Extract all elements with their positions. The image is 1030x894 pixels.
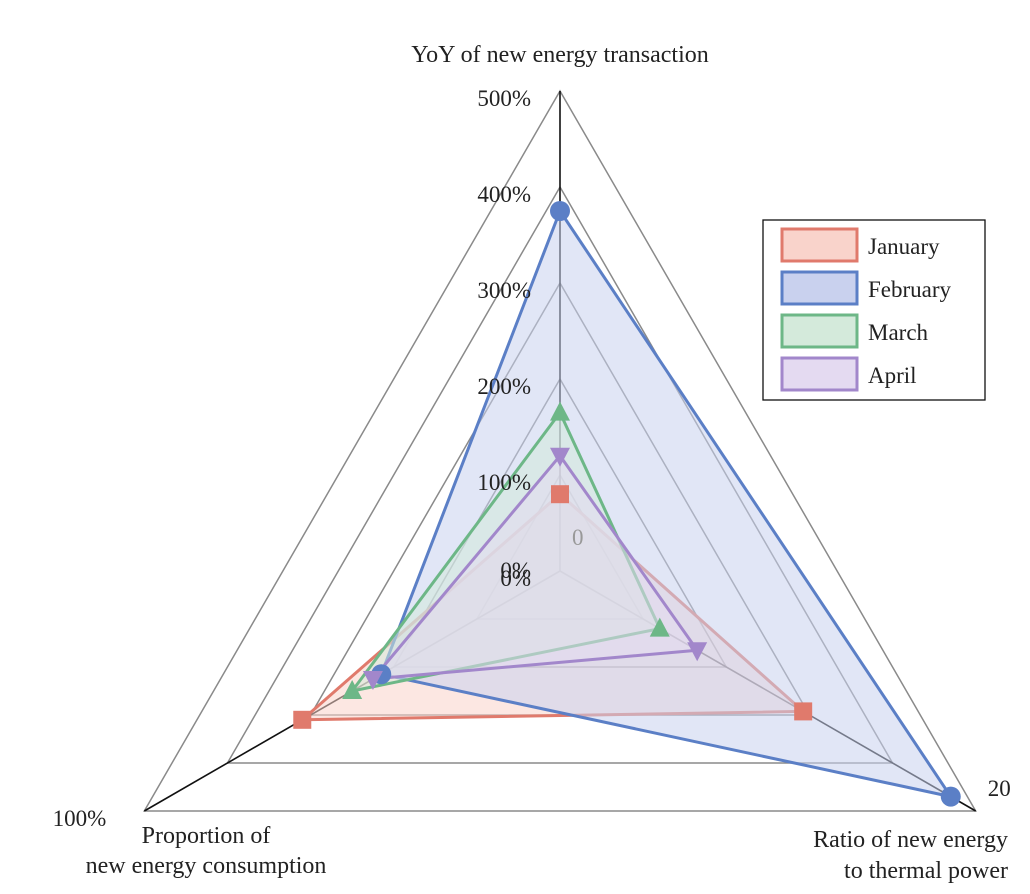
legend-label-january: January [868, 234, 940, 259]
legend-swatch-february [780, 270, 859, 306]
tick-yoy-5: 0% [500, 566, 531, 591]
marker-january-ratio [794, 702, 813, 721]
tick-proportion-max: 100% [53, 806, 107, 831]
tick-ratio-min: 0 [572, 525, 584, 550]
legend-swatch-january [780, 227, 859, 263]
series-layer [300, 209, 953, 799]
grid-ring-5 [143, 89, 977, 812]
marker-march-yoy [550, 401, 570, 421]
tick-ratio-max: 20 [988, 776, 1011, 801]
tick-yoy-4: 100% [477, 470, 531, 495]
legend-swatch-april [780, 356, 859, 392]
marker-february-ratio [940, 786, 961, 807]
marker-january-yoy [551, 485, 569, 504]
axis-title-yoy: YoY of new energy transaction [411, 42, 709, 68]
series-april [371, 454, 699, 681]
legend-label-april: April [868, 363, 917, 388]
axis-title-ratio-line-1: Ratio of new energy [813, 827, 1008, 853]
marker-march-ratio [649, 617, 670, 637]
legend: January February March April [762, 219, 986, 401]
marker-april-yoy [550, 447, 570, 467]
markers-layer [293, 201, 961, 807]
marker-january-proportion [293, 710, 312, 729]
labels-layer: 500% 400% 300% 200% 100% 0% 0 0% 20 100% YoY of ne… [53, 42, 1011, 884]
legend-label-march: March [868, 320, 929, 345]
marker-march-proportion [342, 680, 363, 699]
tick-yoy-1: 400% [477, 182, 531, 207]
tick-yoy-0: 500% [477, 86, 531, 111]
axis-title-proportion-line-2: new energy consumption [86, 853, 327, 879]
tick-proportion-min: 0% [500, 558, 531, 583]
axis-title-ratio-line-2: to thermal power [844, 858, 1008, 884]
axis-title-proportion-line-1: Proportion of [142, 823, 271, 849]
tick-yoy-3: 200% [477, 374, 531, 399]
marker-february-yoy [550, 201, 570, 221]
marker-april-proportion [362, 671, 383, 690]
marker-april-ratio [687, 642, 708, 662]
legend-label-february: February [868, 277, 952, 302]
legend-swatch-march [780, 313, 859, 349]
tick-yoy-2: 300% [477, 278, 531, 303]
